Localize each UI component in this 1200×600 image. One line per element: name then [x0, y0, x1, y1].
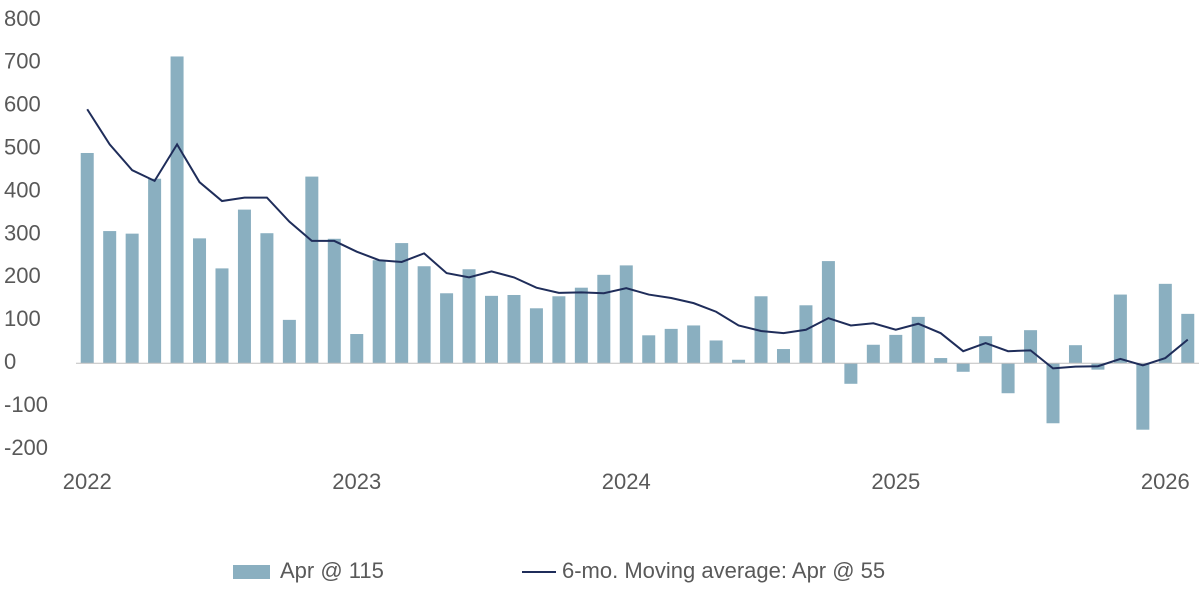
bar [260, 233, 274, 364]
bar [732, 359, 746, 364]
legend-swatch [233, 565, 270, 579]
bar [170, 56, 184, 364]
bar [282, 319, 296, 364]
line [86, 108, 1189, 370]
y-tick-label: 500 [4, 135, 41, 160]
bar [619, 265, 633, 364]
bar [866, 344, 880, 364]
legend-label: Apr @ 115 [280, 558, 384, 583]
bar [440, 293, 454, 364]
bar [1113, 294, 1127, 364]
x-tick-label: 2025 [871, 469, 920, 494]
bar [1046, 363, 1060, 424]
y-tick-label: 100 [4, 306, 41, 331]
bar [642, 335, 656, 364]
bar [574, 287, 588, 364]
bar [417, 266, 431, 364]
bar [215, 268, 229, 364]
bar [911, 316, 925, 364]
bar [507, 294, 521, 364]
y-tick-label: 800 [4, 6, 41, 31]
bar [395, 243, 409, 364]
y-tick-label: 700 [4, 49, 41, 74]
bar [125, 233, 139, 364]
y-tick-label: 300 [4, 220, 41, 245]
bar [1181, 313, 1195, 364]
bar [327, 238, 341, 364]
bar [350, 334, 364, 364]
bar [934, 358, 948, 364]
bar [844, 363, 858, 384]
bar [305, 176, 319, 364]
bar [148, 178, 162, 364]
y-tick-label: 400 [4, 177, 41, 202]
y-tick-label: 600 [4, 92, 41, 117]
bar [1024, 330, 1038, 364]
bar [1136, 363, 1150, 430]
x-tick-label: 2026 [1141, 469, 1190, 494]
y-tick-label: 0 [4, 349, 16, 374]
bar [956, 363, 970, 372]
bar [664, 328, 678, 364]
bar [687, 325, 701, 364]
bar [821, 261, 835, 364]
x-tick-label: 2023 [332, 469, 381, 494]
bar [552, 296, 566, 364]
y-tick-label: -200 [4, 435, 48, 460]
bar [1158, 283, 1172, 364]
bar [372, 260, 386, 364]
bar [485, 295, 499, 364]
bar [799, 305, 813, 364]
y-tick-label: 200 [4, 263, 41, 288]
bar [103, 231, 117, 364]
bar [979, 336, 993, 364]
bar [193, 238, 207, 364]
bar [80, 152, 94, 364]
legend-label: 6-mo. Moving average: Apr @ 55 [562, 558, 885, 583]
bar [597, 274, 611, 364]
x-tick-label: 2024 [602, 469, 651, 494]
bar [237, 209, 251, 364]
bar [1001, 363, 1015, 394]
bar [1068, 345, 1082, 364]
bar [462, 269, 476, 364]
bar [776, 349, 790, 364]
y-tick-label: -100 [4, 392, 48, 417]
bar [889, 334, 903, 364]
bar [709, 340, 723, 364]
bar [754, 296, 768, 364]
x-tick-label: 2022 [63, 469, 112, 494]
bar [529, 308, 543, 364]
